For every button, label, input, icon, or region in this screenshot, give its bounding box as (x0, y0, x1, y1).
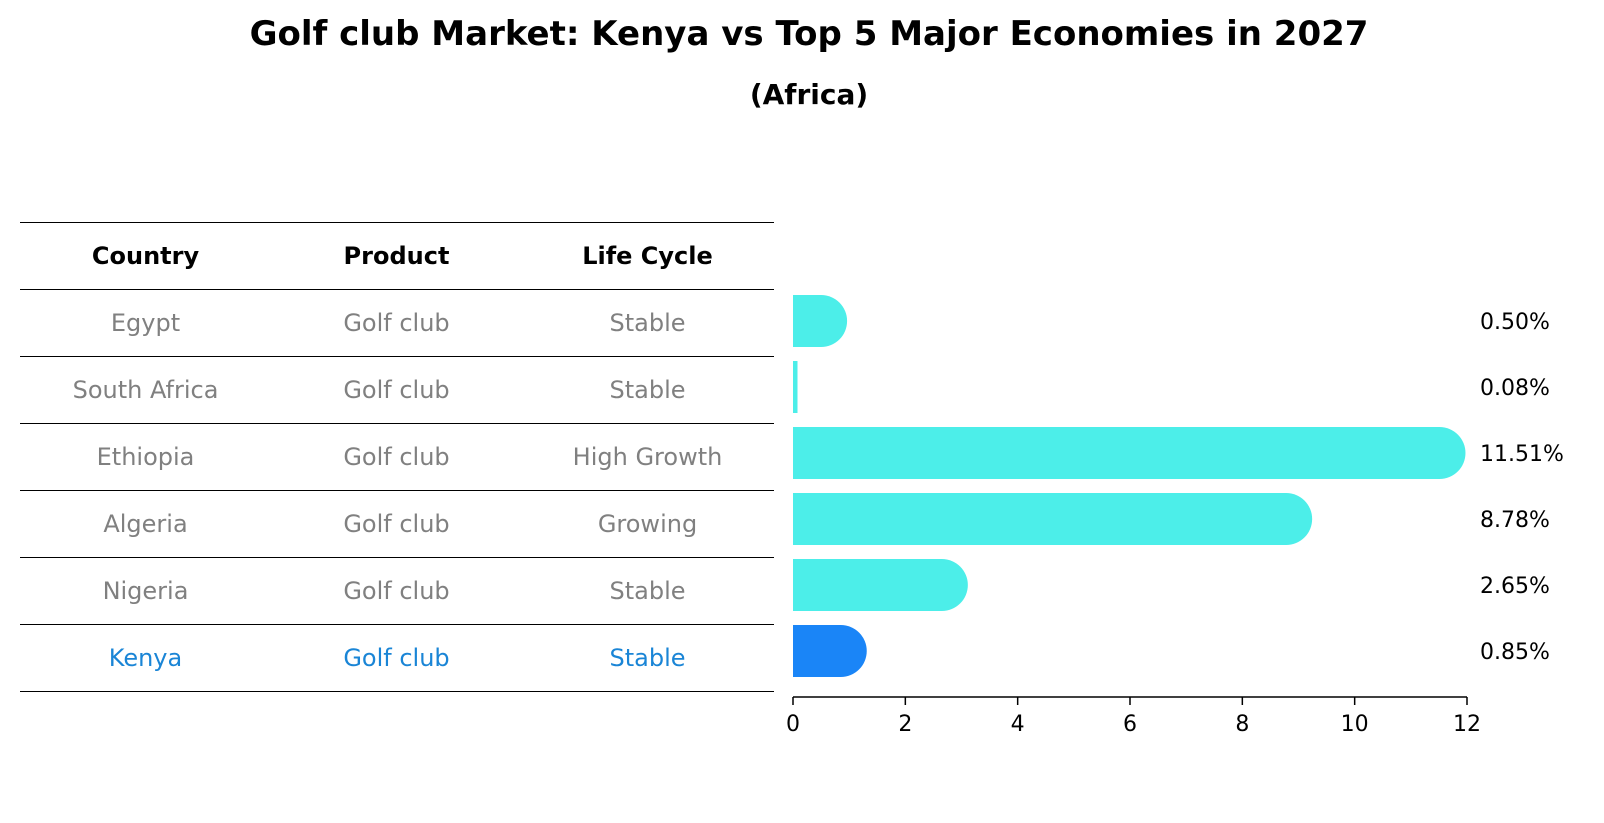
bar-value-label: 0.50% (1480, 310, 1550, 335)
cell-product: Golf club (343, 577, 450, 605)
chart-title: Golf club Market: Kenya vs Top 5 Major E… (249, 14, 1369, 54)
header-life-cycle: Life Cycle (582, 242, 713, 270)
cell-life-cycle: High Growth (572, 443, 723, 471)
cell-life-cycle: Stable (609, 644, 686, 672)
header-product: Product (343, 242, 450, 270)
cell-country: Nigeria (102, 577, 189, 605)
table-row: Egypt Golf club Stable (20, 289, 774, 356)
cell-country: Algeria (103, 510, 188, 538)
cell-life-cycle: Stable (609, 577, 686, 605)
x-tick-label: 12 (1453, 712, 1481, 737)
bar (792, 427, 1466, 479)
cell-life-cycle: Growing (597, 510, 698, 538)
table-row: South Africa Golf club Stable (20, 356, 774, 423)
x-tick-label: 6 (1123, 712, 1137, 737)
table-row-highlighted: Kenya Golf club Stable (20, 624, 774, 692)
x-tick-label: 4 (1011, 712, 1025, 737)
bar (793, 625, 867, 677)
cell-product: Golf club (343, 376, 450, 404)
cell-product: Golf club (343, 644, 450, 672)
bar-value-label: 2.65% (1480, 574, 1550, 599)
cell-product: Golf club (343, 510, 450, 538)
table-row: Ethiopia Golf club High Growth (20, 423, 774, 490)
bar-value-label: 11.51% (1480, 442, 1564, 467)
x-tick-label: 0 (786, 712, 800, 737)
bar-value-label: 0.85% (1480, 640, 1550, 665)
cell-country: Kenya (108, 644, 183, 672)
bar (793, 493, 1313, 545)
table-header-row: Country Product Life Cycle (20, 222, 774, 289)
header-country: Country (91, 242, 200, 270)
cell-country: Ethiopia (96, 443, 195, 471)
cell-country: South Africa (72, 376, 219, 404)
bar-value-label: 8.78% (1480, 508, 1550, 533)
cell-country: Egypt (110, 309, 181, 337)
cell-life-cycle: Stable (609, 309, 686, 337)
bar (793, 361, 798, 413)
table-row: Nigeria Golf club Stable (20, 557, 774, 624)
bar (793, 559, 968, 611)
bar (793, 295, 848, 347)
bar-value-label: 0.08% (1480, 376, 1550, 401)
data-table: Country Product Life Cycle Egypt Golf cl… (20, 222, 774, 692)
cell-product: Golf club (343, 443, 450, 471)
cell-product: Golf club (343, 309, 450, 337)
chart-subtitle: (Africa) (749, 78, 869, 111)
x-tick-label: 10 (1341, 712, 1369, 737)
x-tick-label: 8 (1235, 712, 1249, 737)
x-tick-label: 2 (898, 712, 912, 737)
cell-life-cycle: Stable (609, 376, 686, 404)
table-row: Algeria Golf club Growing (20, 490, 774, 557)
